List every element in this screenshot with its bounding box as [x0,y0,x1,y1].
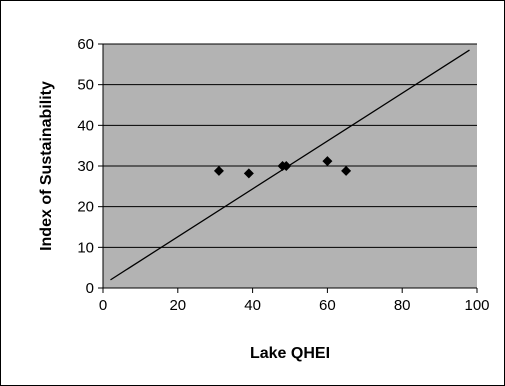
x-tick-labels: 0 20 40 60 80 100 [99,297,490,314]
x-tick-label-4: 80 [394,297,411,314]
data-points [213,156,352,179]
y-tick-label-0: 0 [86,280,94,297]
x-tick-label-0: 0 [99,297,107,314]
data-point-3 [281,161,292,171]
x-tick-label-3: 60 [319,297,336,314]
data-point-0 [213,165,224,176]
axes [98,43,478,293]
y-tick-label-3: 30 [77,158,94,175]
x-axis-title: Lake QHEI [250,345,330,362]
y-tick-label-5: 50 [77,77,94,94]
data-point-5 [341,165,352,176]
y-tick-label-4: 40 [77,117,94,134]
x-tick-label-2: 40 [244,297,261,314]
x-tick-label-1: 20 [169,297,186,314]
data-point-4 [322,156,333,167]
y-tick-label-1: 10 [77,239,94,256]
x-tick-label-5: 100 [464,297,489,314]
y-tick-label-2: 20 [77,199,94,216]
data-point-1 [243,168,254,179]
y-axis-title: Index of Sustainability [38,81,55,251]
y-tick-labels: 0 10 20 30 40 50 60 [77,36,94,297]
y-tick-label-6: 60 [77,36,94,53]
